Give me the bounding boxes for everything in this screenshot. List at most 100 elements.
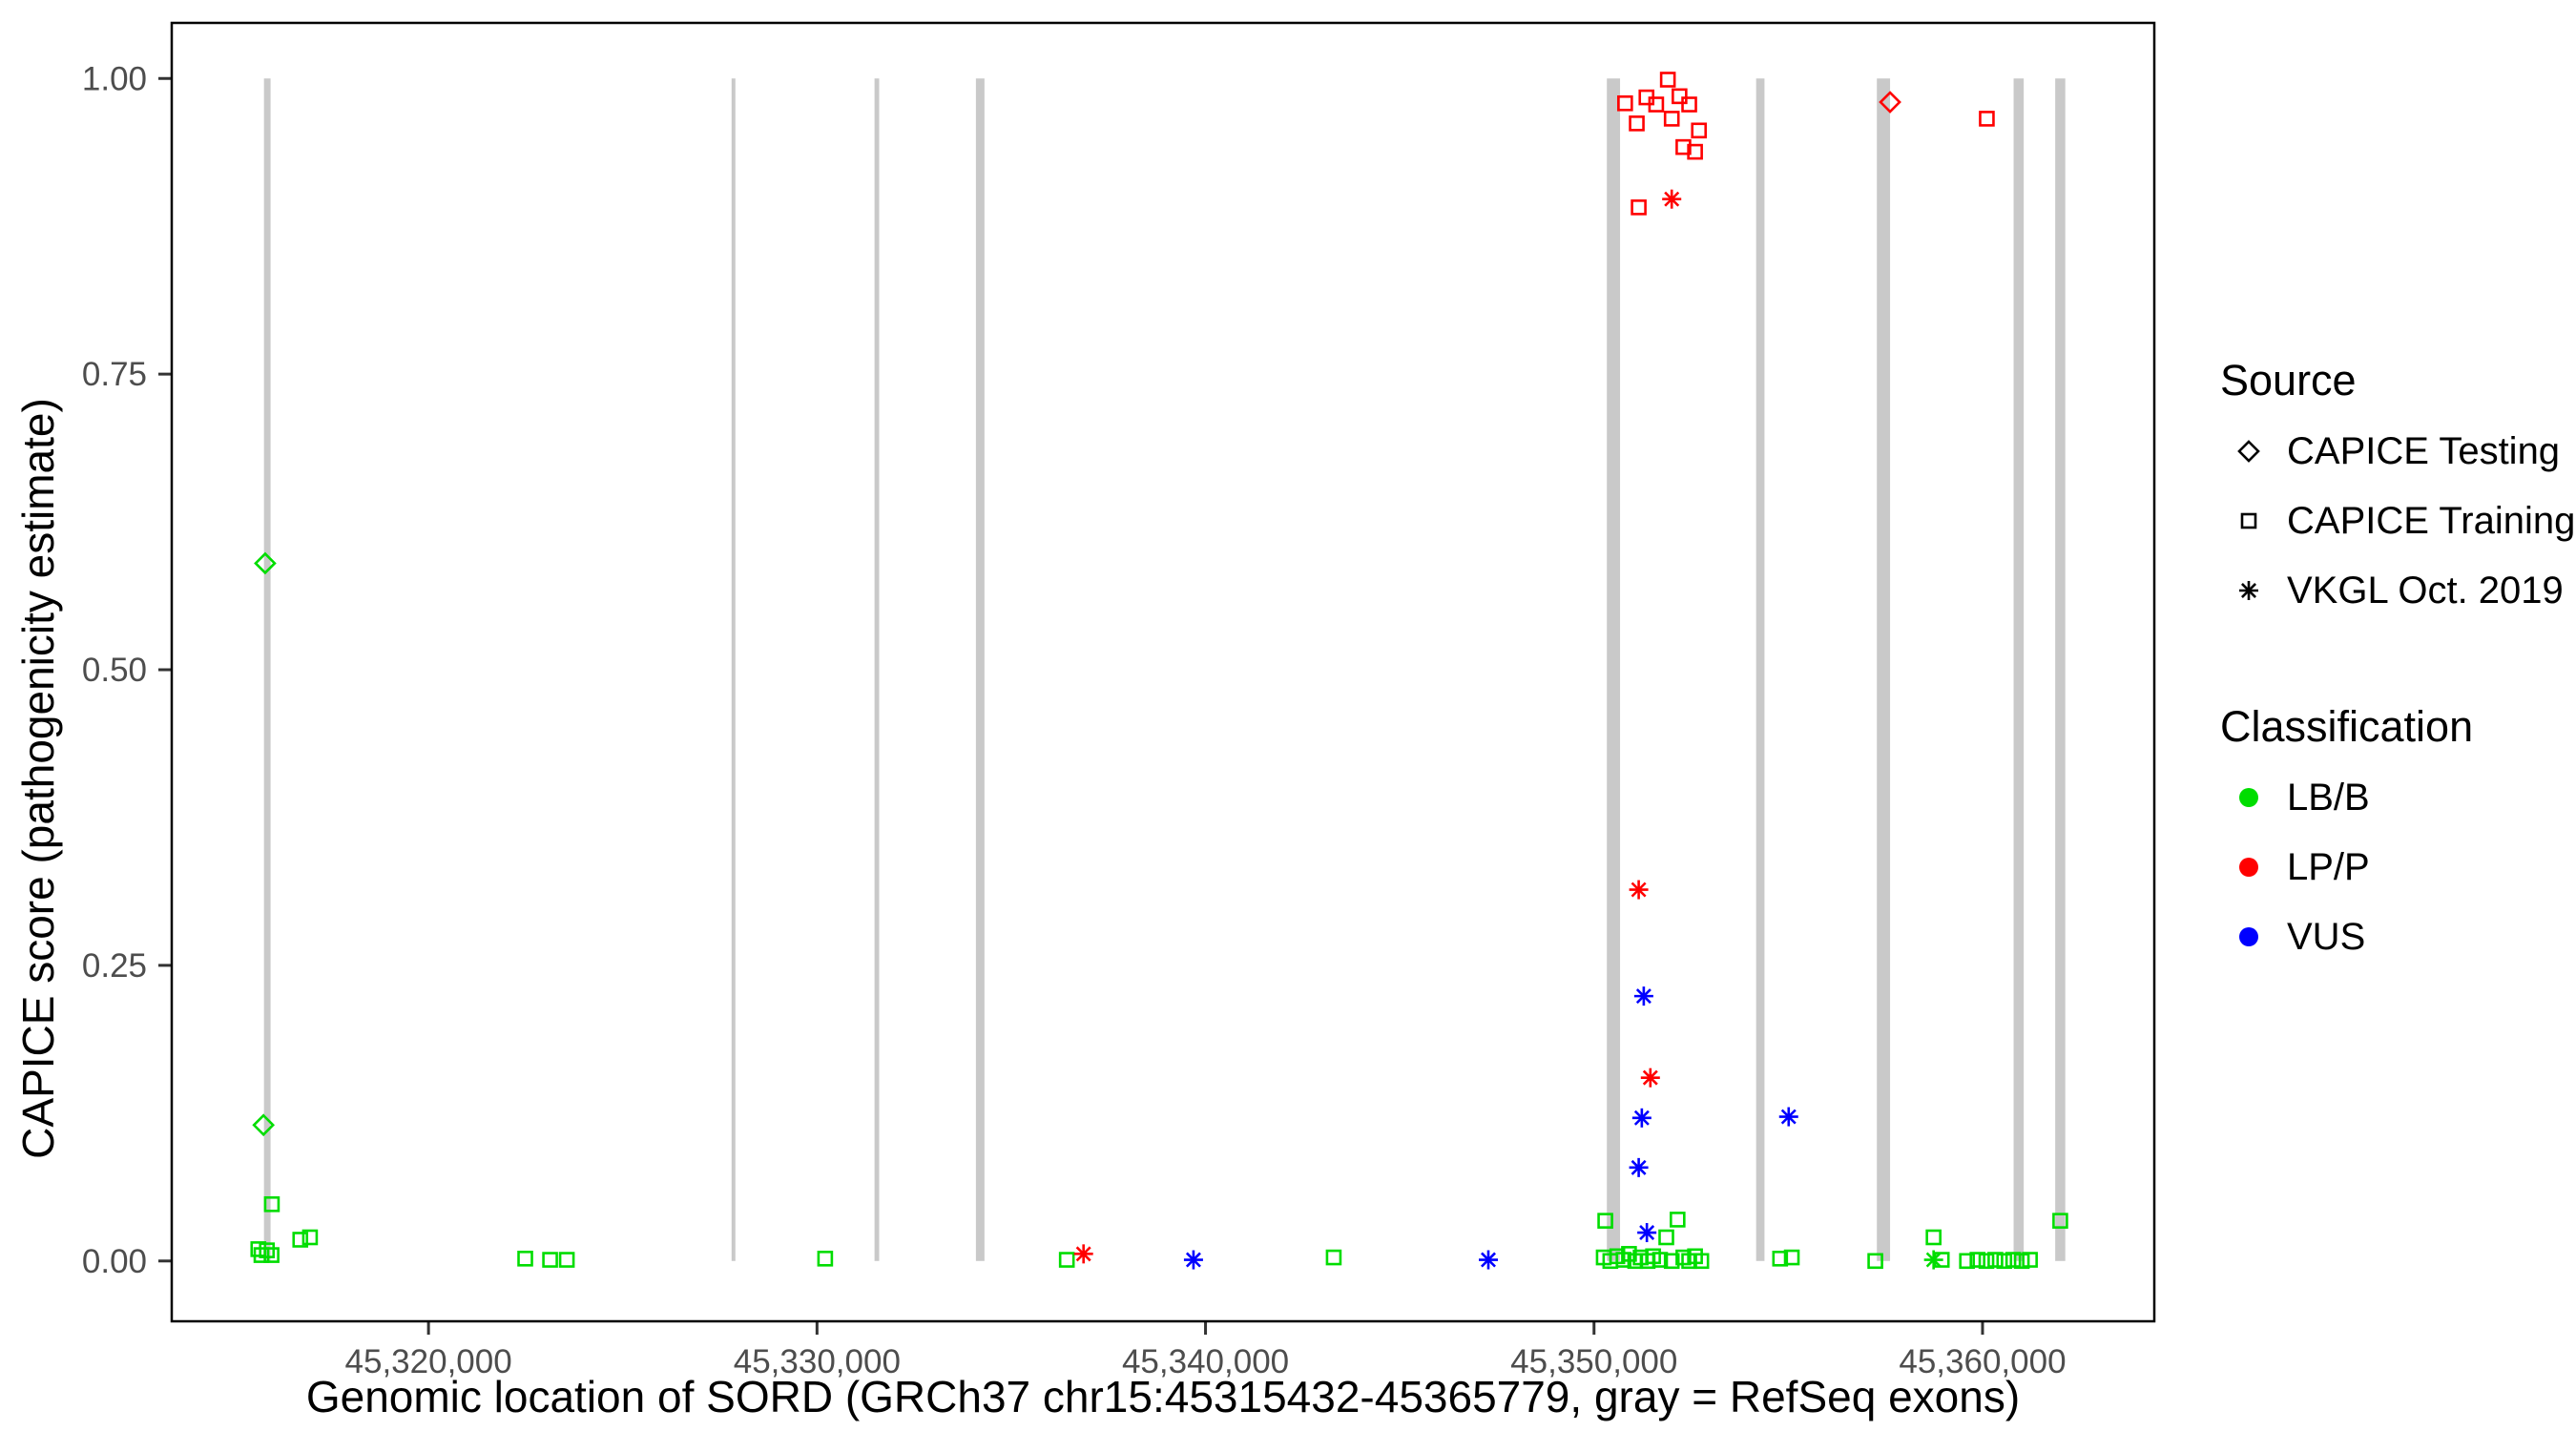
- data-point: [1783, 1249, 1800, 1266]
- series-capice-training-lp-p: [1617, 72, 1995, 216]
- series-capice-testing-lb-b: [252, 551, 277, 1137]
- data-point: [1867, 1253, 1883, 1270]
- data-point: [1058, 1252, 1075, 1268]
- data-point: [517, 1251, 533, 1267]
- series-vkgl-oct-2019-lb-b: [1923, 1250, 1943, 1270]
- y-tick-label: 1.00: [82, 60, 147, 97]
- x-axis-title: Genomic location of SORD (GRCh37 chr15:4…: [306, 1372, 2020, 1421]
- data-point: [1637, 1223, 1657, 1243]
- exon-bar: [874, 78, 880, 1261]
- data-point: [1670, 1212, 1686, 1228]
- series-vkgl-oct-2019-vus: [1183, 986, 1798, 1270]
- series-capice-training-lb-b: [250, 1195, 2068, 1270]
- data-point: [558, 1252, 575, 1268]
- data-point: [1629, 115, 1645, 132]
- data-point: [1073, 1244, 1093, 1264]
- exon-bar: [263, 78, 271, 1261]
- data-point: [1672, 88, 1688, 105]
- data-point: [1597, 1213, 1613, 1229]
- data-point: [301, 1229, 319, 1246]
- data-point: [1617, 94, 1633, 112]
- data-point: [1663, 111, 1680, 127]
- data-point: [263, 1195, 280, 1213]
- data-point: [1659, 72, 1676, 88]
- panel-border: [170, 21, 2156, 1323]
- legend-key-dot-icon: [2239, 858, 2258, 877]
- exon-bars-layer: [263, 78, 2066, 1261]
- data-point: [263, 1247, 280, 1263]
- data-point: [2013, 1253, 2030, 1270]
- data-point: [2052, 1213, 2068, 1229]
- legend-key-dot-icon: [2239, 927, 2258, 946]
- x-tick-label: 45,350,000: [1510, 1343, 1677, 1380]
- exon-bar: [975, 78, 985, 1261]
- data-point: [1325, 1249, 1342, 1266]
- data-point: [254, 551, 277, 575]
- legend-key-square-icon: [2240, 512, 2257, 529]
- data-point: [1629, 1157, 1649, 1177]
- exon-bar: [1607, 78, 1621, 1261]
- series-capice-testing-lp-p: [1879, 91, 1901, 114]
- exon-bar: [1755, 78, 1765, 1261]
- data-point: [1923, 1250, 1943, 1270]
- data-point: [1979, 111, 1995, 127]
- data-point: [1652, 1252, 1669, 1268]
- data-point: [259, 1242, 276, 1258]
- y-tick-label: 0.50: [82, 652, 147, 689]
- y-tick-label: 0.75: [82, 356, 147, 393]
- data-point: [1629, 880, 1649, 900]
- data-point: [1663, 1253, 1680, 1270]
- data-point: [1631, 1108, 1652, 1128]
- data-points-layer: [250, 72, 2068, 1270]
- legend-item-label: CAPICE Testing: [2287, 430, 2560, 472]
- y-axis-title: CAPICE score (pathogenicity estimate): [13, 398, 63, 1159]
- data-point: [1183, 1250, 1203, 1270]
- legend: Source CAPICE Testing CAPICE Training VKGL …: [2220, 356, 2575, 958]
- x-tick-label: 45,330,000: [734, 1343, 901, 1380]
- x-tick-label: 45,320,000: [345, 1343, 512, 1380]
- data-point: [542, 1252, 558, 1268]
- data-point: [2022, 1252, 2038, 1268]
- data-point: [1969, 1252, 1985, 1268]
- data-point: [1925, 1229, 1942, 1246]
- data-point: [2005, 1252, 2022, 1268]
- data-point: [817, 1251, 834, 1267]
- legend-item-label: LP/P: [2287, 846, 2370, 888]
- legend-section-title: Source: [2220, 356, 2357, 404]
- data-point: [1778, 1107, 1798, 1127]
- exon-bar: [2055, 78, 2066, 1261]
- data-point: [1879, 91, 1901, 114]
- exon-bar: [731, 78, 736, 1261]
- data-point: [1640, 1068, 1660, 1088]
- exon-bar: [1877, 78, 1891, 1261]
- legend-section-title: Classification: [2220, 702, 2473, 751]
- data-point: [1772, 1251, 1789, 1267]
- data-point: [1978, 1253, 1995, 1270]
- legend-item-label: VKGL Oct. 2019: [2287, 570, 2564, 612]
- legend-item-label: LB/B: [2287, 777, 2370, 819]
- exon-bar: [2013, 78, 2025, 1261]
- data-point: [1675, 138, 1692, 156]
- data-point: [1693, 1253, 1710, 1270]
- data-point: [1691, 122, 1708, 139]
- data-point: [252, 1113, 276, 1137]
- data-point: [292, 1232, 309, 1248]
- data-point: [1658, 1229, 1674, 1246]
- data-point: [1996, 1253, 2013, 1270]
- data-point: [1478, 1250, 1498, 1270]
- legend-key-diamond-icon: [2237, 440, 2260, 463]
- data-point: [1687, 143, 1703, 160]
- data-point: [1959, 1253, 1975, 1270]
- legend-key-dot-icon: [2239, 788, 2258, 807]
- x-tick-label: 45,360,000: [1899, 1343, 2066, 1380]
- legend-item-label: CAPICE Training: [2287, 500, 2575, 542]
- data-point: [1662, 189, 1682, 209]
- data-point: [1681, 96, 1697, 113]
- data-point: [1987, 1252, 2004, 1268]
- data-point: [1631, 199, 1647, 216]
- legend-item-label: VUS: [2287, 916, 2365, 958]
- y-tick-label: 0.00: [82, 1243, 147, 1280]
- y-tick-label: 0.25: [82, 947, 147, 985]
